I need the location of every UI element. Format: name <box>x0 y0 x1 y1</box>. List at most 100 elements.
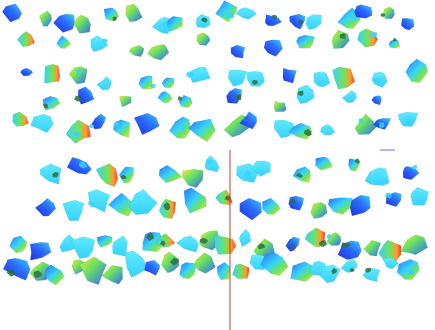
surface-patch <box>96 234 113 248</box>
surface-fragment <box>404 118 413 125</box>
surface-patch <box>261 197 281 216</box>
surface-fragment <box>150 83 156 89</box>
surface-fragment <box>365 267 372 273</box>
surface-patch <box>227 69 247 87</box>
surface-patch <box>215 189 233 206</box>
surface-patch <box>245 70 265 87</box>
surface-patch <box>157 90 173 104</box>
surface-fragment <box>6 269 15 277</box>
surface-fragment <box>252 79 259 85</box>
surface-fragment <box>296 173 303 178</box>
surface-patch <box>62 199 85 222</box>
surface-patch <box>79 256 107 286</box>
surface-patch <box>181 168 204 189</box>
surface-fragment <box>72 131 82 138</box>
surface-patch <box>133 112 160 136</box>
surface-patch <box>29 242 52 261</box>
surface-patch <box>144 259 161 276</box>
surface-patch <box>238 228 252 248</box>
surface-patches <box>1 0 429 286</box>
surface-fragment <box>340 242 351 249</box>
surface-patch <box>44 264 65 286</box>
surface-patch <box>34 197 57 217</box>
surface-patch <box>59 233 78 253</box>
surface-fragment <box>199 237 208 244</box>
surface-fragment <box>224 195 231 201</box>
surface-patch <box>204 154 220 173</box>
surface-fragment <box>225 11 235 19</box>
surface-patch <box>183 187 207 214</box>
surface-fragment <box>163 202 171 211</box>
surface-patch <box>396 258 420 280</box>
surface-fragment <box>88 200 96 208</box>
surface-patch <box>128 188 158 216</box>
surface-fragment <box>326 233 332 239</box>
surface-fragment <box>257 243 266 250</box>
surface-fragment <box>160 240 166 247</box>
surface-patch <box>319 123 336 136</box>
surface-patch <box>289 13 306 30</box>
surface-fragment <box>178 96 183 101</box>
surface-fragment <box>243 170 252 178</box>
surface-patch <box>315 156 334 171</box>
surface-fragment <box>102 38 108 45</box>
surface-patch <box>175 235 199 253</box>
surface-patch <box>77 86 95 105</box>
surface-fragment <box>201 17 208 23</box>
surface-patch <box>196 32 211 46</box>
surface-fragment <box>297 90 304 97</box>
surface-patch <box>167 15 183 32</box>
surface-patch <box>382 6 395 20</box>
surface-fragment <box>411 164 418 170</box>
surface-patch <box>107 192 137 217</box>
surface-fragment <box>303 128 312 137</box>
surface-patch <box>30 113 54 134</box>
surface-patch <box>371 95 382 106</box>
surface-fragment <box>271 14 278 20</box>
surface-fragment <box>185 71 194 79</box>
surface-fragment <box>169 257 179 266</box>
surface-fragment <box>373 78 381 83</box>
surface-fragment <box>290 244 296 250</box>
surface-fragment <box>112 16 117 22</box>
surface-fragment <box>349 268 355 272</box>
surface-patch <box>112 234 128 257</box>
surface-fragment <box>177 123 186 130</box>
surface-patch <box>353 4 373 19</box>
surface-fragment <box>385 192 392 199</box>
surface-fragment <box>298 19 303 25</box>
surface-patch <box>188 118 216 143</box>
surface-fragment <box>43 103 49 109</box>
surface-patch <box>282 67 298 84</box>
surface-patch <box>38 10 52 27</box>
surface-patch <box>161 77 175 89</box>
surface-patch <box>410 186 429 206</box>
surface-patch <box>341 90 358 104</box>
surface-patch <box>239 197 263 221</box>
surface-patch <box>125 3 143 23</box>
surface-patch <box>95 163 119 188</box>
surface-patch <box>124 250 149 278</box>
surface-patch <box>349 194 371 217</box>
surface-fragment <box>33 270 42 279</box>
surface-fragment <box>78 161 88 169</box>
surface-patch <box>405 58 429 84</box>
surface-patch <box>400 234 429 256</box>
surface-patch <box>273 119 295 139</box>
surface-patch <box>273 100 287 113</box>
surface-fragment <box>88 123 95 129</box>
surface-patch <box>1 3 23 23</box>
surface-fragment <box>370 32 378 38</box>
surface-fragment <box>234 94 242 101</box>
surface-patch <box>56 35 72 50</box>
surface-patch <box>20 67 34 77</box>
surface-patch <box>12 111 29 127</box>
surface-fragment <box>339 33 346 39</box>
surface-patch <box>364 167 390 186</box>
surface-fragment <box>74 95 82 102</box>
surface-patch <box>363 239 382 257</box>
surface-fragment <box>354 158 360 164</box>
surface-patch <box>382 256 400 270</box>
